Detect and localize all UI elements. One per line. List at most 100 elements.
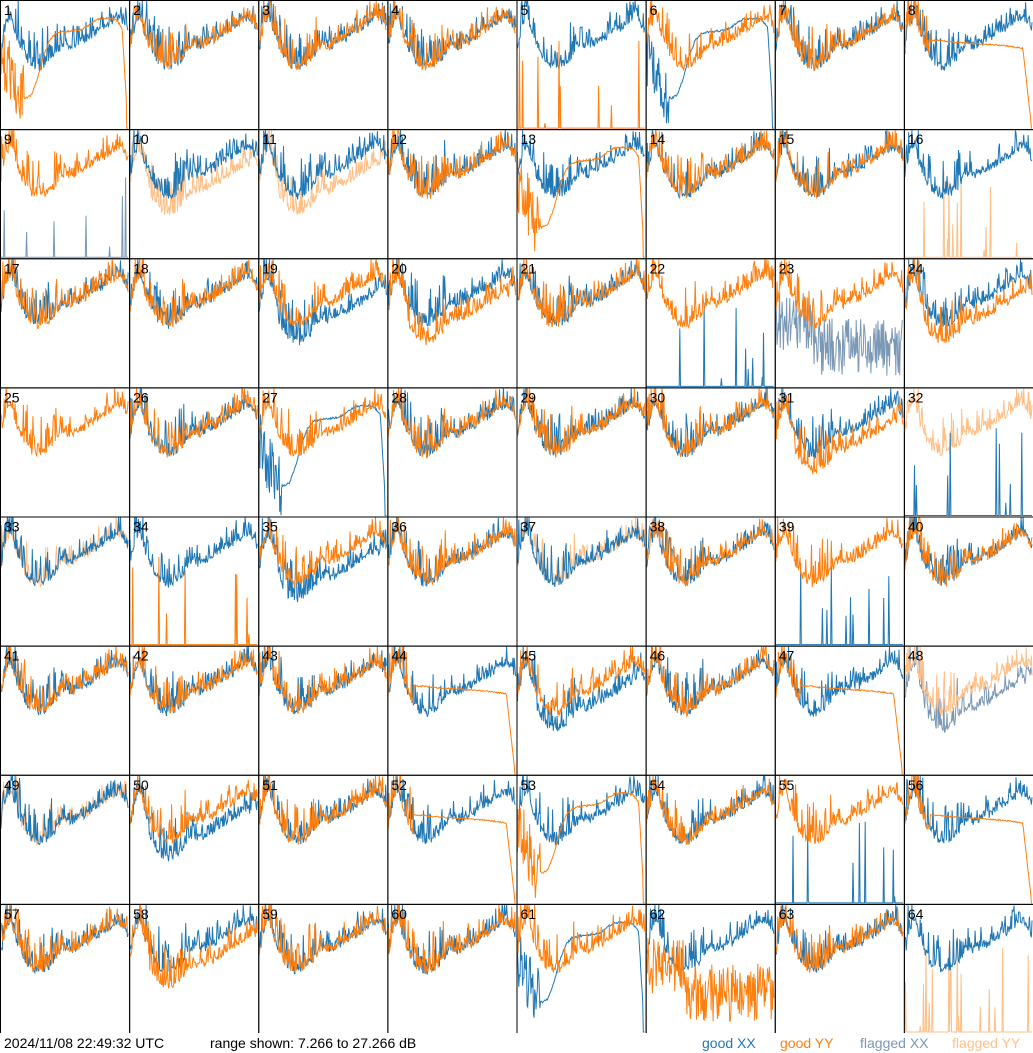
panel-58: 58 xyxy=(129,903,260,1033)
panel-54: 54 xyxy=(645,774,776,905)
panel-6: 6 xyxy=(645,0,776,131)
panel-label: 7 xyxy=(779,2,787,18)
series-good-yy-panel-26 xyxy=(129,387,258,458)
series-good-yy-panel-61 xyxy=(517,904,646,974)
series-good-yy-panel-55 xyxy=(775,775,904,844)
panel-61: 61 xyxy=(516,903,647,1033)
panel-label: 13 xyxy=(521,131,537,147)
panel-label: 64 xyxy=(908,906,924,922)
series-good-yy-panel-40 xyxy=(904,517,1033,587)
panel-1: 1 xyxy=(0,0,131,131)
series-good-xx-panel-42 xyxy=(129,646,258,717)
panel-12: 12 xyxy=(387,129,518,260)
series-good-yy-panel-31 xyxy=(775,388,904,475)
series-good-xx-panel-50 xyxy=(129,775,258,862)
panel-label: 50 xyxy=(133,777,149,793)
panel-4: 4 xyxy=(387,0,518,131)
series-good-xx-panel-13 xyxy=(517,130,645,199)
series-good-yy-panel-23 xyxy=(775,259,904,330)
panel-label: 12 xyxy=(391,131,407,147)
panel-9: 9 xyxy=(0,129,131,260)
panel-50: 50 xyxy=(129,774,260,905)
series-flagged-yy-panel-37 xyxy=(517,517,646,588)
series-good-xx-panel-22 xyxy=(646,302,774,387)
panel-59: 59 xyxy=(258,902,389,1033)
panel-label: 58 xyxy=(133,906,149,922)
series-good-yy-panel-6 xyxy=(646,0,775,71)
range-text: range shown: 7.266 to 27.266 dB xyxy=(210,1035,417,1051)
series-good-xx-panel-61 xyxy=(517,920,645,1033)
panel-label: 46 xyxy=(650,648,666,664)
series-good-xx-panel-10 xyxy=(129,130,258,200)
panel-label: 30 xyxy=(650,389,666,405)
panel-label: 47 xyxy=(779,648,795,664)
series-good-xx-panel-3 xyxy=(258,0,387,70)
panel-15: 15 xyxy=(774,129,905,260)
series-good-yy-panel-4 xyxy=(387,0,516,72)
series-good-xx-panel-32 xyxy=(904,428,1032,516)
series-good-yy-panel-58 xyxy=(129,904,258,989)
series-good-xx-panel-62 xyxy=(646,904,775,974)
panel-label: 55 xyxy=(779,777,795,793)
panel-label: 56 xyxy=(908,777,924,793)
series-good-yy-panel-19 xyxy=(258,259,387,328)
series-good-yy-panel-62 xyxy=(646,937,775,1022)
series-good-yy-panel-34 xyxy=(130,557,258,646)
panel-label: 43 xyxy=(262,648,278,664)
series-good-yy-panel-24 xyxy=(904,259,1033,343)
panel-label: 37 xyxy=(521,519,537,535)
panel-14: 14 xyxy=(645,129,776,260)
panel-label: 45 xyxy=(521,648,537,664)
panel-18: 18 xyxy=(129,258,260,389)
series-good-yy-panel-42 xyxy=(129,646,258,714)
panel-label: 60 xyxy=(391,906,407,922)
panel-label: 26 xyxy=(133,389,149,405)
series-good-yy-panel-50 xyxy=(129,775,258,844)
panel-frame xyxy=(129,129,260,260)
series-good-xx-panel-53 xyxy=(517,775,646,846)
series-flagged-yy-panel-16 xyxy=(904,170,1032,258)
series-good-xx-panel-56 xyxy=(904,775,1033,844)
panel-label: 41 xyxy=(4,648,20,664)
series-good-xx-panel-35 xyxy=(258,517,387,603)
series-good-xx-panel-5 xyxy=(517,0,646,70)
series-good-yy-panel-45 xyxy=(517,646,646,718)
panel-29: 29 xyxy=(516,387,647,518)
series-good-yy-panel-18 xyxy=(129,259,258,328)
series-good-xx-panel-30 xyxy=(646,388,775,458)
panel-frame xyxy=(0,129,131,260)
panel-40: 40 xyxy=(903,516,1033,647)
panel-62: 62 xyxy=(645,903,776,1033)
series-good-yy-panel-17 xyxy=(0,258,129,329)
panel-label: 36 xyxy=(391,519,407,535)
panel-49: 49 xyxy=(0,774,131,905)
panel-label: 40 xyxy=(908,519,924,535)
panel-label: 33 xyxy=(4,519,20,535)
series-flagged-xx-panel-9 xyxy=(1,177,129,258)
series-good-yy-panel-63 xyxy=(775,904,904,973)
panel-34: 34 xyxy=(129,516,260,647)
panel-label: 54 xyxy=(650,777,666,793)
panel-label: 21 xyxy=(521,260,537,276)
series-good-yy-panel-7 xyxy=(775,0,904,71)
panel-56: 56 xyxy=(903,774,1033,905)
panel-label: 59 xyxy=(262,906,278,922)
series-good-xx-panel-37 xyxy=(517,517,646,587)
panel-21: 21 xyxy=(516,258,647,389)
series-good-yy-panel-22 xyxy=(646,259,775,329)
series-good-yy-panel-56 xyxy=(904,775,1032,904)
series-flagged-yy-panel-48 xyxy=(904,646,1033,716)
series-good-yy-panel-28 xyxy=(387,388,516,459)
panel-frame xyxy=(645,258,776,389)
panel-frame xyxy=(258,516,389,647)
panel-label: 6 xyxy=(650,2,658,18)
panel-label: 11 xyxy=(262,131,277,147)
series-good-yy-panel-13 xyxy=(517,145,645,258)
footer: 2024/11/08 22:49:32 UTC range shown: 7.2… xyxy=(0,1033,1033,1053)
series-good-yy-panel-36 xyxy=(387,517,516,586)
series-flagged-yy-panel-10 xyxy=(129,130,258,216)
series-good-xx-panel-27 xyxy=(258,403,387,516)
panel-label: 29 xyxy=(521,389,537,405)
panel-label: 19 xyxy=(262,260,278,276)
